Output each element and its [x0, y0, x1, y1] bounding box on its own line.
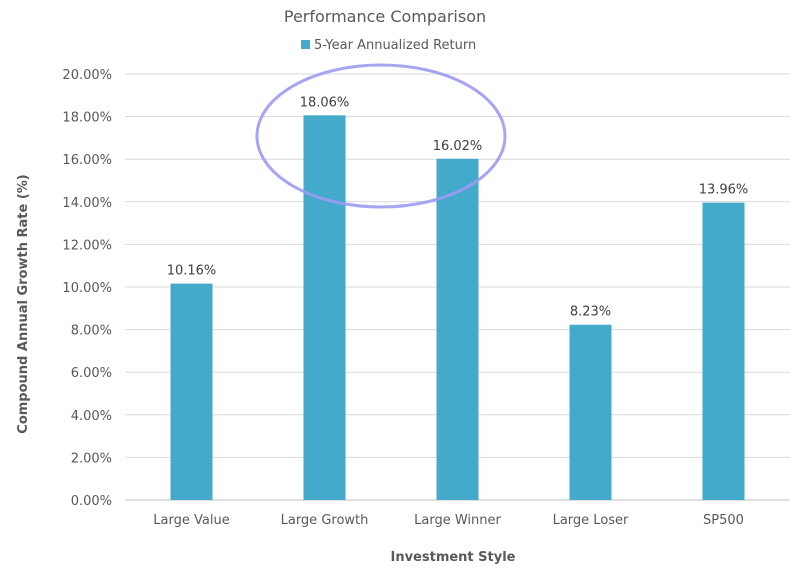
x-category-label: Large Winner	[414, 513, 501, 528]
y-tick-label: 6.00%	[71, 366, 112, 381]
y-tick-label: 4.00%	[71, 409, 112, 424]
y-tick-label: 12.00%	[62, 238, 112, 253]
bars	[170, 115, 745, 501]
data-label: 13.96%	[699, 183, 749, 198]
data-label: 16.02%	[433, 139, 483, 154]
y-tick-label: 18.00%	[62, 111, 112, 126]
y-tick-label: 14.00%	[62, 196, 112, 211]
legend-label: 5-Year Annualized Return	[314, 38, 476, 53]
x-category-label: Large Growth	[281, 513, 369, 528]
y-axis-ticks: 0.00% 2.00% 4.00% 6.00% 8.00% 10.00% 12.00% 14.…	[62, 68, 112, 509]
x-category-label: SP500	[703, 513, 744, 528]
bar	[436, 158, 479, 501]
legend-swatch	[301, 40, 310, 49]
y-axis-title: Compound Annual Growth Rate (%)	[16, 174, 31, 433]
bar	[303, 115, 346, 501]
data-label: 18.06%	[300, 95, 350, 110]
data-label: 8.23%	[570, 305, 611, 320]
data-label: 10.16%	[167, 264, 217, 279]
y-tick-label: 20.00%	[62, 68, 112, 83]
bar	[702, 202, 745, 501]
x-axis-title: Investment Style	[390, 550, 515, 565]
x-category-label: Large Loser	[553, 513, 629, 528]
highlight-ellipse	[255, 63, 507, 209]
y-tick-label: 2.00%	[71, 451, 112, 466]
y-tick-label: 0.00%	[71, 494, 112, 509]
data-labels: 10.16% 18.06% 16.02% 8.23% 13.96%	[167, 95, 749, 319]
bar	[569, 324, 612, 500]
x-axis-categories: Large Value Large Growth Large Winner Large…	[153, 513, 744, 528]
legend: 5-Year Annualized Return	[301, 38, 476, 53]
x-category-label: Large Value	[153, 513, 229, 528]
chart-title: Performance Comparison	[284, 7, 486, 26]
y-tick-label: 8.00%	[71, 324, 112, 339]
y-tick-label: 16.00%	[62, 153, 112, 168]
y-tick-label: 10.00%	[62, 281, 112, 296]
bar	[170, 283, 213, 500]
